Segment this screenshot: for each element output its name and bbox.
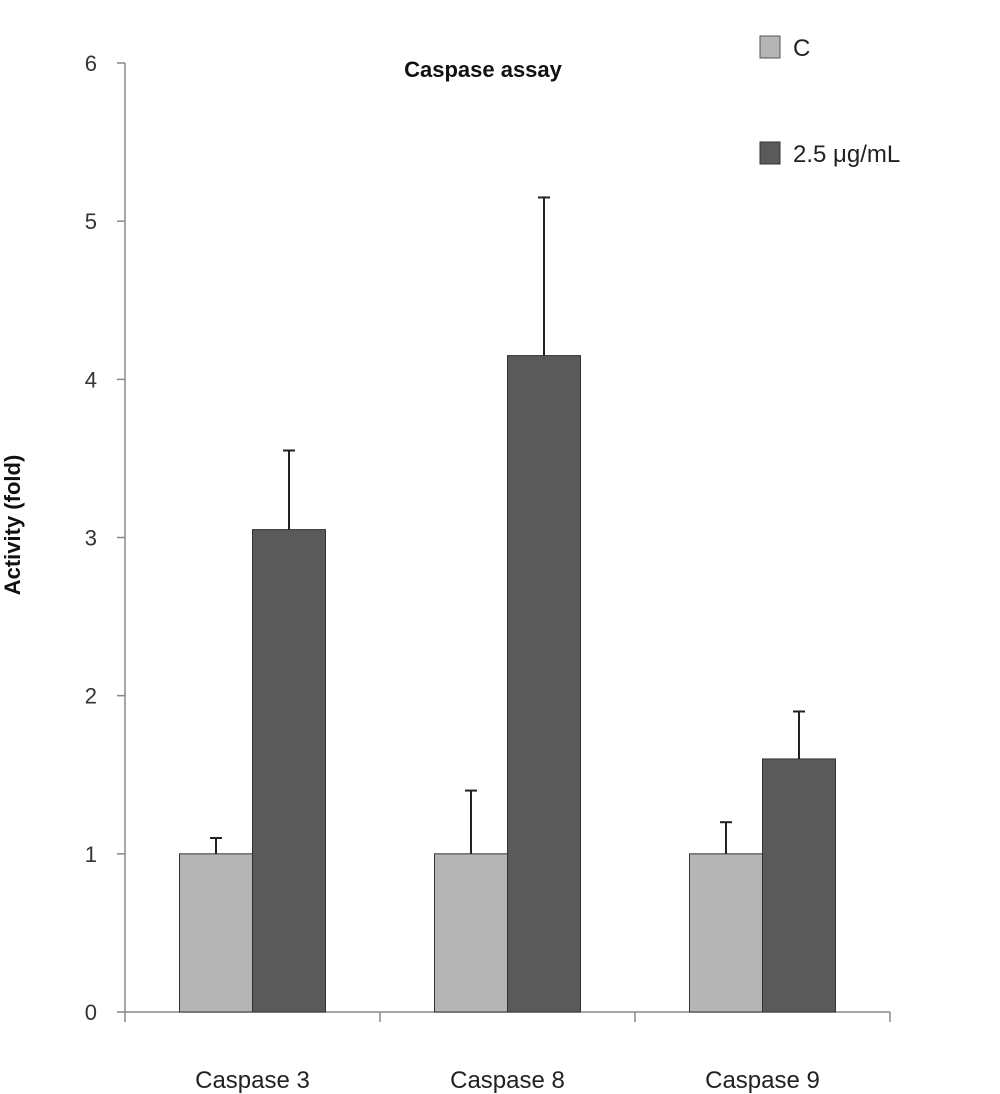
y-tick-label: 5 — [85, 209, 97, 234]
bars-group — [179, 355, 836, 1013]
legend-label-treated: 2.5 μg/mL — [793, 141, 900, 168]
y-tick-label: 4 — [85, 367, 97, 392]
y-axis-label: Activity (fold) — [0, 455, 25, 596]
legend: C 2.5 μg/mL — [759, 35, 900, 168]
x-category-label: Caspase 3 — [195, 1067, 310, 1094]
y-tick-label: 0 — [85, 1000, 97, 1025]
bar — [507, 355, 581, 1013]
y-tick-label: 3 — [85, 526, 97, 551]
y-tick-label: 6 — [85, 51, 97, 76]
bar — [689, 853, 763, 1013]
axes: 0 1 2 3 4 5 6 Caspase 3 Caspase 8 Caspase 9 — [85, 51, 891, 1094]
bar — [762, 758, 836, 1013]
bar — [434, 853, 508, 1013]
y-tick-label: 1 — [85, 842, 97, 867]
x-category-label: Caspase 8 — [450, 1067, 565, 1094]
chart-title: Caspase assay — [404, 57, 563, 82]
x-category-label: Caspase 9 — [705, 1067, 820, 1094]
bar — [179, 853, 253, 1013]
error-bars-group — [210, 196, 805, 854]
legend-swatch-c — [759, 35, 781, 59]
y-tick-label: 2 — [85, 684, 97, 709]
bar — [252, 529, 326, 1013]
legend-swatch-treated — [759, 141, 781, 165]
legend-label-c: C — [793, 35, 810, 62]
